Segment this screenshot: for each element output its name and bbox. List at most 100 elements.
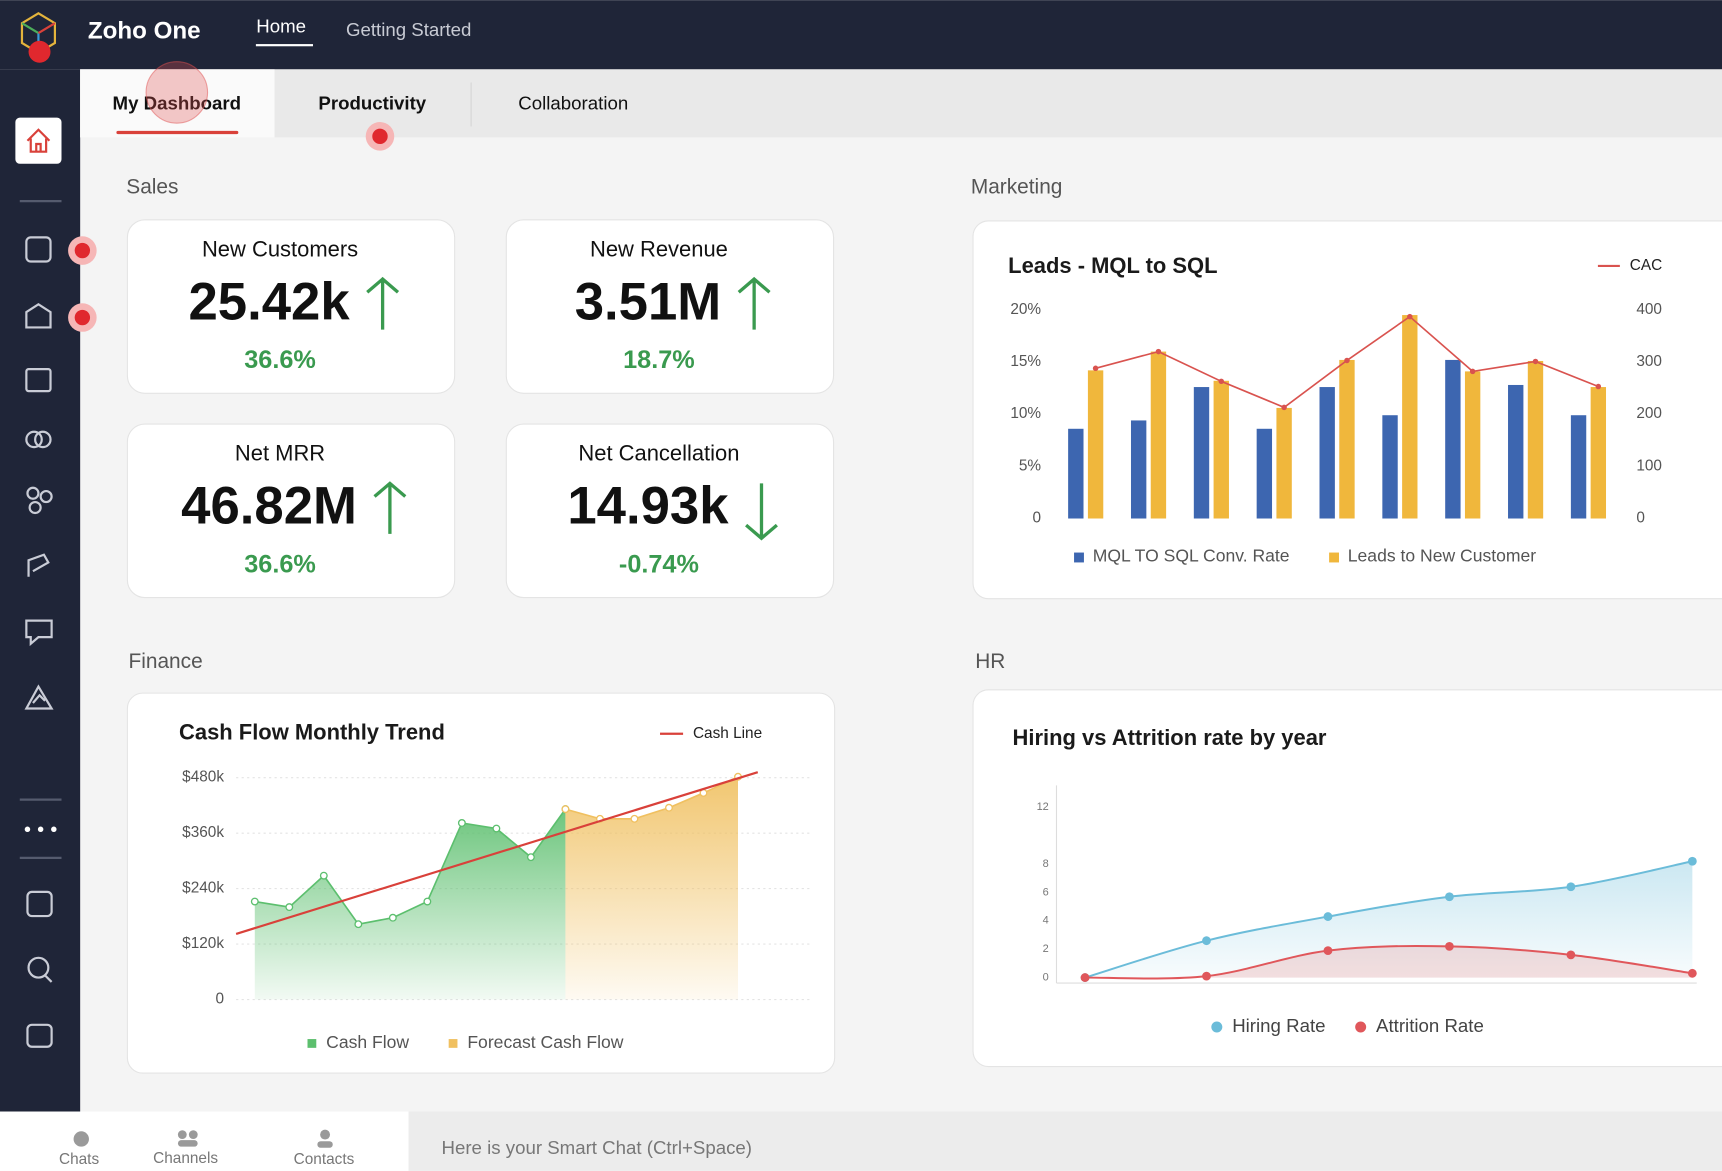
nav-underline bbox=[255, 44, 313, 47]
bar bbox=[1508, 384, 1524, 519]
bar bbox=[1527, 360, 1544, 519]
line bbox=[254, 808, 567, 926]
legend-label: Cash Flow bbox=[326, 1032, 409, 1052]
legend-label: Attrition Rate bbox=[1376, 1015, 1484, 1036]
bar bbox=[1339, 359, 1355, 519]
point bbox=[1532, 358, 1539, 365]
point bbox=[1281, 404, 1287, 411]
point bbox=[1080, 973, 1090, 982]
app-name: Zoho One bbox=[88, 17, 201, 44]
bottom-tabs bbox=[0, 1111, 409, 1171]
kpi-card bbox=[505, 423, 835, 599]
bar bbox=[1382, 415, 1398, 519]
click-marker bbox=[145, 61, 209, 124]
y-tick-label: $360k bbox=[182, 824, 224, 841]
point bbox=[457, 819, 466, 827]
legend-swatch bbox=[448, 1039, 458, 1048]
kpi-card bbox=[126, 219, 456, 394]
legend-swatch bbox=[1211, 1021, 1223, 1033]
y-tick-label: $240k bbox=[182, 880, 224, 897]
bar bbox=[1570, 415, 1587, 519]
kpi-change: 36.6% bbox=[244, 346, 316, 374]
nav-home[interactable]: Home bbox=[256, 16, 306, 37]
kpi-change: -0.74% bbox=[619, 550, 699, 578]
point bbox=[319, 871, 328, 880]
kpi-value: 25.42k bbox=[188, 272, 350, 331]
home-button[interactable] bbox=[15, 117, 62, 164]
area bbox=[565, 776, 738, 1000]
kpi-card bbox=[505, 219, 835, 394]
point bbox=[1566, 950, 1576, 960]
home-icon bbox=[26, 128, 51, 153]
bottom-tab[interactable]: Chats bbox=[59, 1151, 99, 1168]
point bbox=[1445, 892, 1454, 902]
bottom-icons bbox=[73, 1129, 333, 1148]
line bbox=[565, 776, 739, 820]
tab-bar bbox=[80, 69, 1722, 138]
smart-chat[interactable] bbox=[408, 1111, 1722, 1171]
y-tick-label: 0 bbox=[1033, 510, 1042, 527]
y-tick-label: 10% bbox=[1010, 405, 1041, 422]
point bbox=[354, 920, 363, 929]
record-marker bbox=[74, 309, 91, 326]
nav-getting-started[interactable]: Getting Started bbox=[346, 19, 471, 40]
y-tick-label: 4 bbox=[1043, 915, 1049, 927]
chart-title: Hiring vs Attrition rate by year bbox=[1013, 725, 1327, 750]
chart-title: Leads - MQL to SQL bbox=[1008, 253, 1217, 278]
record-marker bbox=[74, 242, 91, 259]
y-tick-label: $480k bbox=[182, 769, 224, 786]
y2-tick-label: 300 bbox=[1636, 353, 1662, 370]
active-tab bbox=[80, 69, 275, 138]
y-tick-label: 5% bbox=[1019, 457, 1042, 474]
point bbox=[285, 903, 294, 912]
point bbox=[665, 803, 673, 812]
bottom-tab[interactable]: Channels bbox=[153, 1150, 218, 1167]
point bbox=[1566, 882, 1576, 892]
point bbox=[1202, 971, 1211, 981]
y-tick-label: $120k bbox=[182, 935, 224, 952]
bar bbox=[1276, 407, 1292, 519]
point bbox=[250, 897, 259, 906]
bar bbox=[1130, 420, 1147, 519]
point bbox=[423, 897, 432, 906]
legend-swatch bbox=[1329, 552, 1339, 563]
point bbox=[561, 805, 570, 814]
y-tick-label: 8 bbox=[1043, 858, 1049, 870]
chat-placeholder[interactable]: Here is your Smart Chat (Ctrl+Space) bbox=[441, 1137, 752, 1158]
kpi-title: Net MRR bbox=[235, 441, 325, 466]
legend-label: Cash Line bbox=[693, 725, 762, 742]
sidebar-icons bbox=[19, 200, 62, 1048]
kpi-change: 36.6% bbox=[244, 550, 316, 578]
trend-arrow bbox=[366, 276, 400, 330]
bar bbox=[1193, 387, 1210, 519]
section-title: Finance bbox=[128, 650, 202, 673]
tab[interactable]: My Dashboard bbox=[113, 92, 242, 113]
bar bbox=[1464, 371, 1481, 519]
legend-label: Forecast Cash Flow bbox=[467, 1032, 623, 1052]
kpi-value: 46.82M bbox=[181, 477, 357, 536]
kpi-title: New Revenue bbox=[590, 236, 728, 261]
legend-swatch bbox=[1074, 552, 1084, 563]
trend-arrow bbox=[373, 481, 407, 534]
kpi-title: Net Cancellation bbox=[578, 441, 739, 466]
y2-tick-label: 400 bbox=[1636, 301, 1662, 318]
bar bbox=[1590, 387, 1607, 519]
tab[interactable]: Productivity bbox=[318, 92, 426, 113]
bar bbox=[1445, 359, 1461, 519]
tab[interactable]: Collaboration bbox=[518, 92, 628, 113]
tab-underline bbox=[116, 130, 239, 135]
y2-tick-label: 0 bbox=[1636, 510, 1645, 527]
point bbox=[388, 913, 397, 922]
point bbox=[526, 853, 535, 862]
kpi-title: New Customers bbox=[202, 236, 358, 261]
bottom-tab[interactable]: Contacts bbox=[294, 1151, 355, 1168]
y-tick-label: 12 bbox=[1037, 801, 1049, 813]
kpi-value: 3.51M bbox=[575, 272, 721, 331]
point bbox=[1323, 946, 1333, 956]
record-marker bbox=[372, 128, 388, 145]
trend-line bbox=[235, 771, 759, 935]
point bbox=[1344, 357, 1350, 364]
bar bbox=[1087, 370, 1104, 519]
